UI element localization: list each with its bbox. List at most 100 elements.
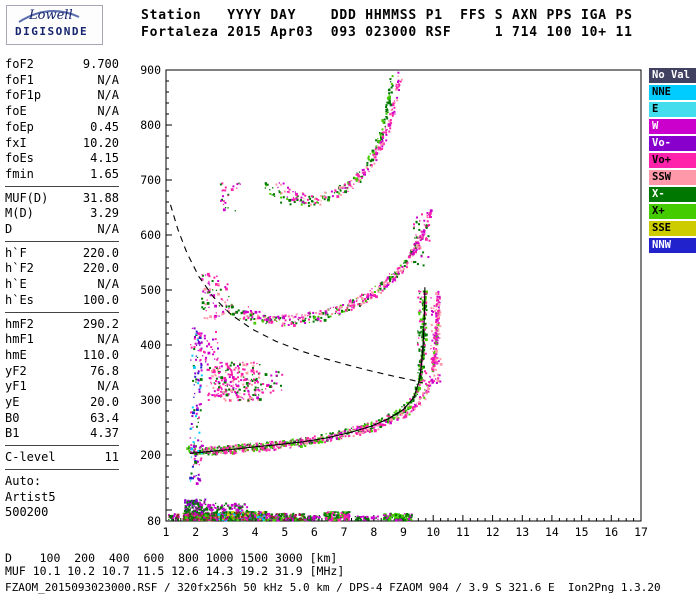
param-label: foEs <box>5 151 34 166</box>
param-value: 220.0 <box>82 245 119 260</box>
param-row: Auto: <box>5 474 119 490</box>
param-value: N/A <box>97 104 119 119</box>
y-tick-label: 900 <box>140 63 161 77</box>
param-value: 290.2 <box>82 316 119 331</box>
param-value: N/A <box>97 72 119 87</box>
param-row: h`E N/A <box>5 277 119 293</box>
header-column-labels: Station YYYY DAY DDD HHMMSS P1 FFS S AXN… <box>141 8 633 23</box>
file-info-footer: FZAOM_2015093023000.RSF / 320fx256h 50 k… <box>5 581 661 594</box>
parameter-group: foF2 9.700 foF1 N/A foF1p N/A foE N/A foEp 0.45 fx… <box>5 57 119 187</box>
param-label: hmF2 <box>5 316 34 331</box>
x-tick-label: 3 <box>222 525 229 539</box>
param-label: h`Es <box>5 292 34 307</box>
x-tick-label: 13 <box>515 525 529 539</box>
param-label: fxI <box>5 135 27 150</box>
x-tick-label: 17 <box>634 525 648 539</box>
param-label: B1 <box>5 426 20 441</box>
x-tick-label: 10 <box>426 525 440 539</box>
legend-item-no-val: No Val <box>649 68 696 83</box>
legend-item-w: W <box>649 119 696 134</box>
param-label: foE <box>5 104 27 119</box>
transmission-curve <box>169 204 423 384</box>
param-label: yE <box>5 395 20 410</box>
param-label: MUF(D) <box>5 190 49 205</box>
param-value: 3.29 <box>90 206 119 221</box>
param-label: C-level <box>5 450 56 465</box>
param-value: N/A <box>97 379 119 394</box>
legend-item-vo-: Vo- <box>649 136 696 151</box>
ionogram-plot: 1 2 3 4 5 6 7 8 9 10 11 12 13 14 15 16 17900800700600500… <box>140 63 648 539</box>
parameter-group: C-level 11 <box>5 450 119 470</box>
muf-distance-row: D 100 200 400 600 800 1000 1500 3000 [km… <box>5 551 338 565</box>
x-tick-label: 2 <box>192 525 199 539</box>
logo-product-name: DIGISONDE <box>15 25 89 38</box>
legend-item-e: E <box>649 102 696 117</box>
parameter-group: h`F 220.0 h`F2 220.0 h`E N/A h`Es 100.0 <box>5 246 119 313</box>
legend-item-nnw: NNW <box>649 238 696 253</box>
echo-status-legend: No Val NNE E W Vo- Vo+ SSW X- X+ SSE NNW <box>649 68 696 255</box>
param-label: yF2 <box>5 363 27 378</box>
y-tick-label: 300 <box>140 393 161 407</box>
param-label: 500200 <box>5 505 49 520</box>
x-tick-label: 11 <box>456 525 470 539</box>
param-value: N/A <box>97 222 119 237</box>
legend-item-x+: X+ <box>649 204 696 219</box>
lowell-digisonde-logo: Lowell DIGISONDE <box>6 5 103 45</box>
param-row: B1 4.37 <box>5 426 119 442</box>
y-tick-label: 400 <box>140 338 161 352</box>
param-row: fxI 10.20 <box>5 136 119 152</box>
y-tick-label: 80 <box>147 514 161 528</box>
param-value: 9.700 <box>82 57 119 71</box>
param-row: hmF2 290.2 <box>5 317 119 333</box>
logo-swoosh-icon <box>18 10 80 23</box>
param-value: N/A <box>97 88 119 103</box>
param-value: 100.0 <box>82 292 119 307</box>
param-label: yF1 <box>5 379 27 394</box>
x-tick-label: 12 <box>486 525 500 539</box>
x-tick-label: 15 <box>575 525 589 539</box>
y-tick-label: 600 <box>140 228 161 242</box>
param-label: hmF1 <box>5 332 34 347</box>
x-tick-label: 5 <box>281 525 288 539</box>
x-tick-label: 9 <box>400 525 407 539</box>
param-row: yE 20.0 <box>5 395 119 411</box>
scaled-characteristics-panel: foF2 9.700 foF1 N/A foF1p N/A foE N/A foEp 0.45 fx… <box>5 57 119 528</box>
x-tick-label: 4 <box>252 525 259 539</box>
param-row: h`Es 100.0 <box>5 293 119 309</box>
param-label: foEp <box>5 119 34 134</box>
legend-item-nne: NNE <box>649 85 696 100</box>
param-row: fmin 1.65 <box>5 167 119 183</box>
x-tick-label: 8 <box>370 525 377 539</box>
parameter-group: hmF2 290.2 hmF1 N/A hmE 110.0 yF2 76.8 yF1 N/A yE 2… <box>5 317 119 447</box>
param-label: Artist5 <box>5 489 56 504</box>
param-label: Auto: <box>5 473 42 488</box>
y-tick-label: 200 <box>140 448 161 462</box>
y-tick-label: 700 <box>140 173 161 187</box>
param-label: M(D) <box>5 206 34 221</box>
param-value: 63.4 <box>90 410 119 425</box>
param-row: hmF1 N/A <box>5 332 119 348</box>
param-row: yF1 N/A <box>5 379 119 395</box>
param-value: 20.0 <box>90 395 119 410</box>
param-label: foF1 <box>5 72 34 87</box>
y-tick-label: 500 <box>140 283 161 297</box>
param-label: h`F2 <box>5 261 34 276</box>
param-row: D N/A <box>5 222 119 238</box>
param-row: foF1p N/A <box>5 88 119 104</box>
param-value: N/A <box>97 332 119 347</box>
param-row: h`F2 220.0 <box>5 261 119 277</box>
param-value: 110.0 <box>82 347 119 362</box>
true-height-profile <box>189 287 426 454</box>
param-row: foF2 9.700 <box>5 57 119 73</box>
param-value: 1.65 <box>90 166 119 181</box>
param-label: B0 <box>5 410 20 425</box>
param-label: fmin <box>5 166 34 181</box>
param-row: B0 63.4 <box>5 411 119 427</box>
param-row: foE N/A <box>5 104 119 120</box>
param-row: foEs 4.15 <box>5 151 119 167</box>
param-row: yF2 76.8 <box>5 364 119 380</box>
param-row: M(D) 3.29 <box>5 206 119 222</box>
param-value: 220.0 <box>82 261 119 276</box>
x-tick-label: 14 <box>545 525 559 539</box>
